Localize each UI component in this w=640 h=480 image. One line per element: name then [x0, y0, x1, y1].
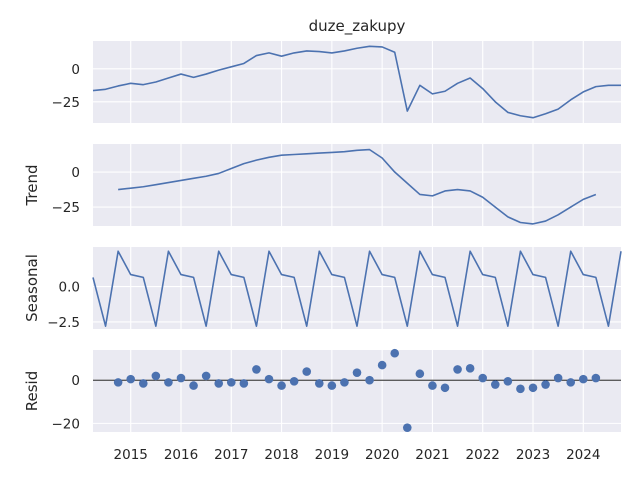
resid-point: [516, 384, 525, 394]
y-tick-label: 0: [71, 165, 80, 181]
series-line-seasonal: [92, 250, 622, 327]
y-tick-label: 0: [71, 373, 80, 389]
x-tick-label: 2020: [365, 447, 399, 463]
resid-point: [390, 348, 400, 358]
resid-point: [465, 364, 475, 373]
x-tick-label: 2022: [466, 447, 500, 463]
x-tick-label: 2019: [315, 447, 349, 463]
panel-seasonal: 0.0 −2.5 Seasonal: [23, 247, 622, 331]
y-axis-label: Resid: [23, 371, 41, 411]
panel-background: [93, 350, 621, 432]
resid-point: [138, 379, 148, 388]
panel-observed: 0 −25: [52, 41, 621, 123]
y-axis-label: Seasonal: [23, 254, 41, 322]
x-tick-label: 2016: [164, 447, 198, 463]
x-tick-label: 2015: [114, 447, 148, 463]
x-tick-label: 2018: [264, 447, 298, 463]
resid-point: [314, 379, 324, 388]
resid-point: [277, 381, 286, 390]
panel-background: [93, 41, 621, 123]
chart-title: duze_zakupy: [309, 17, 406, 36]
resid-point: [490, 380, 500, 389]
resid-point: [327, 381, 337, 390]
resid-point: [415, 369, 425, 379]
x-tick-label: 2024: [566, 447, 600, 463]
resid-point: [126, 374, 136, 384]
x-tick-label: 2021: [415, 447, 449, 463]
resid-point: [189, 381, 198, 390]
resid-point: [252, 365, 261, 374]
resid-point: [264, 374, 274, 384]
resid-point: [591, 373, 601, 383]
resid-point: [428, 381, 437, 390]
resid-point: [289, 376, 299, 386]
y-tick-label: 0.0: [59, 280, 80, 296]
panel-trend: 0 −25 Trend: [23, 144, 621, 226]
series-line-observed: [92, 45, 621, 119]
resid-point: [528, 383, 538, 393]
x-tick-label: 2017: [214, 447, 248, 463]
panel-resid: 0 −20 Resid: [23, 348, 621, 432]
resid-point: [302, 367, 312, 376]
resid-point: [503, 376, 513, 386]
resid-point: [440, 383, 450, 393]
resid-point: [578, 374, 588, 384]
resid-point: [214, 379, 224, 388]
y-tick-label: −2.5: [47, 315, 80, 331]
resid-point: [201, 371, 211, 381]
resid-point: [365, 375, 374, 385]
y-tick-label: −25: [52, 200, 81, 216]
resid-point: [377, 360, 387, 370]
resid-point: [340, 378, 349, 387]
resid-point: [164, 378, 173, 387]
resid-point: [226, 378, 236, 387]
series-line-trend: [118, 148, 597, 225]
resid-point: [402, 423, 412, 432]
resid-point: [239, 379, 249, 388]
panel-background: [93, 144, 621, 226]
resid-point: [151, 371, 161, 381]
resid-point: [113, 378, 123, 387]
resid-point: [553, 373, 563, 383]
resid-point: [176, 373, 186, 383]
resid-point: [478, 373, 488, 383]
resid-point: [453, 365, 462, 374]
panels-group: 0 −25 0 −25 Trend 0.0 −2.5 Seasonal 0 −20 Resid: [23, 41, 622, 432]
x-tick-label: 2023: [516, 447, 550, 463]
resid-point: [541, 380, 550, 389]
x-axis: 2015 2016 2017 2018 2019 2020 2021 2022 2023 2024: [114, 447, 601, 463]
y-tick-label: −25: [52, 95, 81, 111]
y-tick-label: 0: [71, 62, 80, 78]
resid-point: [352, 368, 362, 377]
resid-point: [566, 378, 576, 387]
y-tick-label: −20: [52, 416, 81, 432]
y-axis-label: Trend: [23, 164, 41, 206]
